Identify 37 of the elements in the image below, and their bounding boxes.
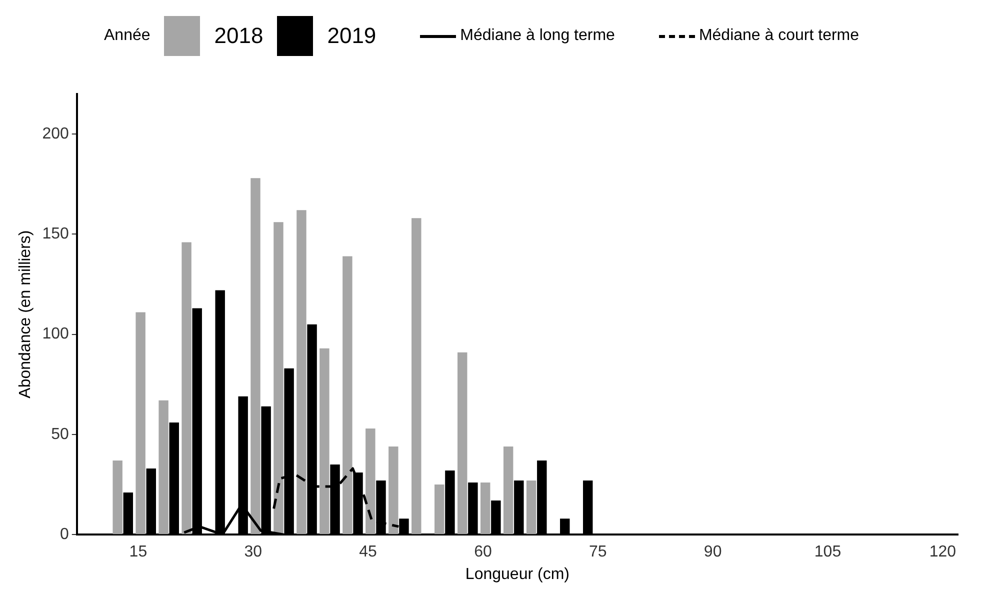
bar bbox=[158, 400, 168, 534]
y-tick-label: 0 bbox=[60, 526, 69, 544]
bar bbox=[182, 242, 192, 534]
y-axis-title: Abondance (en milliers) bbox=[17, 230, 34, 398]
legend-label: 2019 bbox=[327, 23, 376, 49]
y-tick-label: 50 bbox=[51, 426, 69, 443]
x-tick-label: 105 bbox=[814, 544, 842, 561]
bar bbox=[457, 352, 468, 534]
y-tick-label: 100 bbox=[42, 326, 69, 343]
bar bbox=[112, 460, 122, 534]
bar bbox=[480, 482, 490, 534]
bar bbox=[366, 428, 376, 534]
x-tick-label: 30 bbox=[244, 544, 262, 561]
legend-label: Médiane à court terme bbox=[698, 27, 860, 45]
x-tick-label: 60 bbox=[474, 544, 492, 561]
bar bbox=[503, 446, 514, 534]
legend-title: Année bbox=[104, 27, 150, 45]
bar bbox=[274, 222, 284, 534]
y-tick-label: 150 bbox=[42, 226, 69, 243]
x-tick-label: 75 bbox=[589, 544, 607, 561]
x-tick-label: 15 bbox=[129, 544, 148, 561]
bar bbox=[412, 218, 422, 534]
bar bbox=[526, 480, 536, 534]
x-tick-label: 45 bbox=[359, 544, 378, 561]
bar bbox=[434, 484, 444, 534]
x-axis-title: Longueur (cm) bbox=[465, 566, 570, 583]
bar bbox=[296, 210, 306, 534]
bar bbox=[342, 256, 352, 534]
bar bbox=[388, 446, 398, 534]
bar bbox=[136, 312, 146, 534]
bar bbox=[320, 348, 330, 534]
bar bbox=[250, 178, 260, 534]
legend-label: Médiane à long terme bbox=[460, 27, 615, 45]
legend-label: 2018 bbox=[214, 23, 264, 49]
x-tick-label: 120 bbox=[929, 544, 956, 561]
x-tick-label: 90 bbox=[704, 544, 722, 561]
y-tick-label: 200 bbox=[42, 125, 69, 142]
